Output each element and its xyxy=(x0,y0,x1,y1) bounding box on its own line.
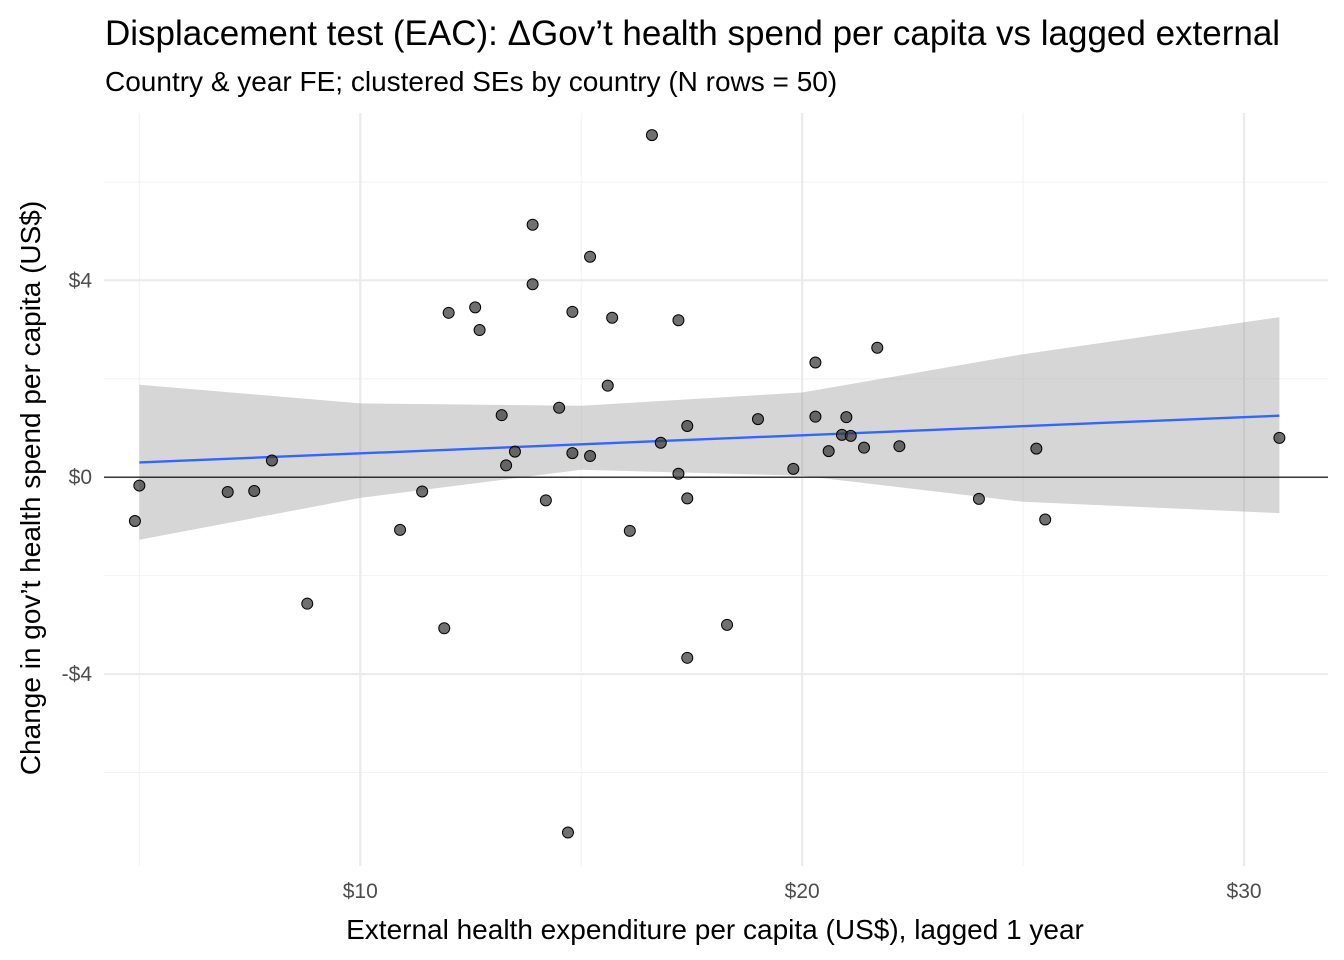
data-point xyxy=(645,129,658,142)
confidence-band-layer xyxy=(139,317,1280,540)
data-point xyxy=(128,514,141,527)
data-point xyxy=(438,622,451,635)
confidence-band xyxy=(139,317,1280,540)
data-point xyxy=(248,484,261,497)
y-tick-label: -$4 xyxy=(62,663,93,686)
data-point xyxy=(566,447,579,460)
data-point xyxy=(539,494,552,507)
data-point xyxy=(681,651,694,664)
data-point xyxy=(526,278,539,291)
data-point xyxy=(822,445,835,458)
y-axis-ticks: -$4 $0 $4 xyxy=(62,269,93,686)
x-axis-ticks: $10 $20 $30 xyxy=(343,880,1262,903)
data-point xyxy=(654,436,667,449)
data-point xyxy=(787,462,800,475)
data-point xyxy=(508,445,521,458)
data-point xyxy=(623,524,636,537)
data-point xyxy=(606,311,619,324)
data-point xyxy=(500,459,513,472)
data-point xyxy=(871,341,884,354)
data-point xyxy=(844,429,857,442)
chart-title: Displacement test (EAC): ΔGov’t health s… xyxy=(105,14,1280,53)
data-point xyxy=(809,410,822,423)
chart-subtitle: Country & year FE; clustered SEs by coun… xyxy=(105,66,837,97)
data-point xyxy=(1273,431,1286,444)
data-point xyxy=(809,356,822,369)
data-point xyxy=(495,409,508,422)
data-point xyxy=(442,306,455,319)
y-axis-title: Change in gov’t health spend per capita … xyxy=(15,201,46,775)
data-point xyxy=(893,440,906,453)
x-tick-label: $10 xyxy=(343,880,378,903)
data-point xyxy=(301,597,314,610)
data-point xyxy=(1030,442,1043,455)
y-tick-label: $4 xyxy=(69,269,93,292)
regression-fit-line xyxy=(139,414,1280,464)
data-point xyxy=(672,314,685,327)
data-point xyxy=(473,324,486,337)
data-point xyxy=(416,485,429,498)
fit-line-layer xyxy=(139,414,1280,464)
data-point xyxy=(601,379,614,392)
data-point xyxy=(584,450,597,463)
data-point xyxy=(265,454,278,467)
data-point xyxy=(584,250,597,263)
data-point xyxy=(840,411,853,424)
data-point xyxy=(858,441,871,454)
data-point xyxy=(672,467,685,480)
data-point xyxy=(526,218,539,231)
data-point xyxy=(553,401,566,414)
data-point xyxy=(721,618,734,631)
data-point xyxy=(394,523,407,536)
x-tick-label: $30 xyxy=(1227,880,1262,903)
data-points xyxy=(128,129,1286,839)
data-point xyxy=(469,301,482,314)
data-point xyxy=(681,420,694,433)
x-axis-title: External health expenditure per capita (… xyxy=(346,914,1084,945)
data-point xyxy=(1039,513,1052,526)
data-point xyxy=(221,485,234,498)
data-point xyxy=(561,826,574,839)
data-point xyxy=(133,479,146,492)
data-point xyxy=(566,305,579,318)
x-tick-label: $20 xyxy=(785,880,820,903)
y-tick-label: $0 xyxy=(69,466,92,489)
data-point xyxy=(681,492,694,505)
data-point xyxy=(751,413,764,426)
data-point xyxy=(972,492,985,505)
